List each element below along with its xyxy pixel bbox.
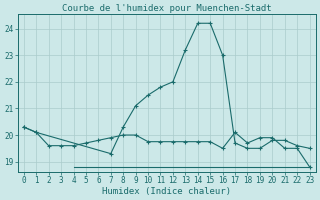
X-axis label: Humidex (Indice chaleur): Humidex (Indice chaleur) [102,187,231,196]
Title: Courbe de l'humidex pour Muenchen-Stadt: Courbe de l'humidex pour Muenchen-Stadt [62,4,272,13]
